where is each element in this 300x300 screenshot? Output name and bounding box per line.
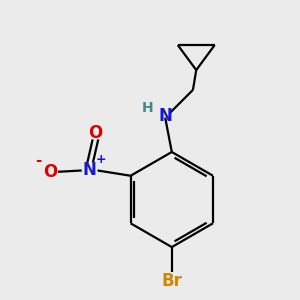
Text: N: N [158, 107, 172, 125]
Text: O: O [88, 124, 102, 142]
Text: -: - [36, 153, 42, 168]
Text: Br: Br [161, 272, 182, 290]
Text: O: O [43, 163, 57, 181]
Text: N: N [83, 161, 97, 179]
Text: H: H [142, 101, 154, 116]
Text: +: + [96, 153, 106, 166]
